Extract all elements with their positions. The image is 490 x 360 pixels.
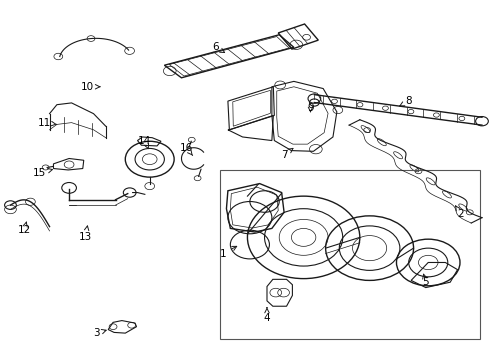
- Text: 3: 3: [93, 328, 106, 338]
- Text: 6: 6: [212, 42, 224, 53]
- Text: 12: 12: [18, 222, 31, 235]
- Text: 16: 16: [180, 143, 193, 156]
- Text: 2: 2: [456, 206, 465, 219]
- Text: 14: 14: [138, 136, 151, 149]
- Text: 9: 9: [307, 103, 314, 113]
- Text: 8: 8: [400, 96, 412, 106]
- Text: 5: 5: [422, 274, 429, 287]
- Text: 15: 15: [33, 168, 52, 178]
- Text: 7: 7: [281, 148, 293, 160]
- Text: 4: 4: [264, 307, 270, 323]
- Text: 13: 13: [78, 226, 92, 242]
- Text: 11: 11: [38, 118, 57, 128]
- Text: 10: 10: [81, 82, 100, 92]
- Bar: [220, 170, 480, 338]
- Text: 1: 1: [220, 246, 237, 258]
